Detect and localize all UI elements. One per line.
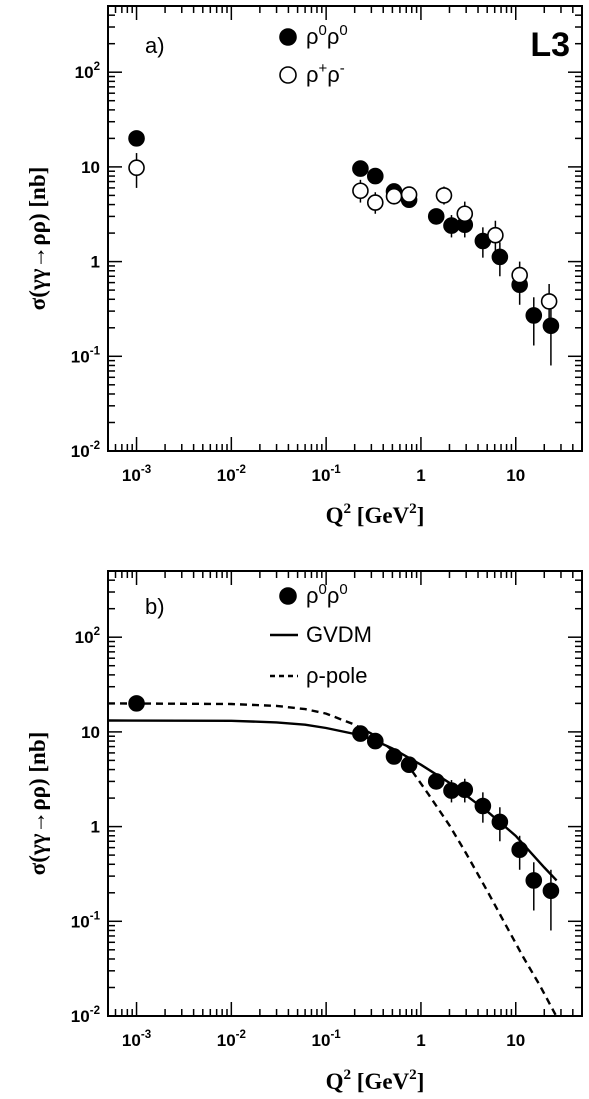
legend-marker bbox=[279, 587, 297, 605]
panel-label: b) bbox=[145, 594, 165, 619]
x-tick-label: 10 bbox=[506, 1031, 525, 1050]
data-point bbox=[400, 756, 418, 774]
legend-label: GVDM bbox=[306, 622, 372, 647]
legend-label: ρ0ρ0 bbox=[306, 22, 348, 49]
data-point bbox=[456, 205, 474, 223]
data-point bbox=[352, 182, 369, 200]
data-point bbox=[427, 208, 445, 225]
data-point bbox=[525, 872, 543, 889]
x-tick-label: 10-1 bbox=[312, 1029, 342, 1050]
data-point bbox=[352, 160, 369, 177]
data-point bbox=[511, 266, 528, 284]
data-point bbox=[525, 307, 543, 324]
x-tick-label: 10-2 bbox=[217, 464, 246, 485]
x-axis-label: Q2 [GeV2] bbox=[326, 500, 425, 528]
series-rho0rho0 bbox=[128, 130, 560, 366]
x-tick-label: 1 bbox=[416, 466, 425, 485]
data-point bbox=[128, 159, 145, 177]
panel-b: 10-3 10-2 10-1 1 10 10-2 10-1 1 10 102 Q2 [GeV2] σ(… bbox=[25, 570, 583, 1094]
panel-label: a) bbox=[145, 33, 165, 58]
y-tick-label: 102 bbox=[75, 61, 100, 82]
data-point bbox=[435, 187, 453, 204]
series-rhoplusrhominus bbox=[128, 153, 558, 324]
data-point bbox=[542, 882, 560, 900]
plot-frame bbox=[107, 570, 583, 1017]
y-tick-label: 10-1 bbox=[71, 910, 101, 931]
y-tick-label: 10-2 bbox=[71, 440, 100, 461]
legend-marker bbox=[279, 66, 297, 84]
legend-label: ρ-pole bbox=[306, 663, 367, 688]
axis-ticks bbox=[107, 5, 583, 452]
legend-label: ρ0ρ0 bbox=[306, 581, 348, 608]
y-tick-label: 1 bbox=[91, 818, 100, 837]
x-tick-label: 1 bbox=[416, 1031, 425, 1050]
y-tick-label: 10 bbox=[81, 158, 100, 177]
data-point bbox=[400, 186, 418, 203]
x-tick-label: 10 bbox=[506, 466, 525, 485]
data-point bbox=[128, 130, 145, 147]
x-tick-label: 10-3 bbox=[122, 1029, 151, 1050]
x-tick-label: 10-3 bbox=[122, 464, 151, 485]
data-point bbox=[540, 293, 558, 310]
x-axis-label: Q2 [GeV2] bbox=[326, 1066, 425, 1094]
y-tick-label: 10-1 bbox=[71, 345, 101, 366]
data-point bbox=[427, 773, 445, 790]
y-tick-label: 1 bbox=[91, 253, 100, 272]
data-point bbox=[491, 813, 509, 831]
data-point bbox=[352, 725, 369, 742]
data-point bbox=[385, 187, 403, 205]
data-point bbox=[456, 781, 474, 799]
experiment-label: L3 bbox=[530, 26, 570, 64]
data-point bbox=[511, 841, 528, 859]
x-tick-label: 10-1 bbox=[312, 464, 342, 485]
series-rho0rho0 bbox=[128, 695, 560, 931]
data-point bbox=[128, 695, 145, 712]
legend: ρ0ρ0 ρ+ρ- bbox=[279, 22, 348, 87]
data-point bbox=[542, 317, 560, 335]
x-tick-label: 10-2 bbox=[217, 1029, 246, 1050]
axis-ticks bbox=[107, 570, 583, 1017]
data-point bbox=[366, 167, 384, 185]
data-point bbox=[366, 732, 384, 750]
data-point bbox=[474, 797, 492, 815]
y-tick-label: 10 bbox=[81, 723, 100, 742]
y-tick-label: 102 bbox=[75, 626, 100, 647]
data-point bbox=[385, 748, 403, 765]
plot-frame bbox=[107, 5, 583, 452]
legend-marker bbox=[279, 28, 297, 46]
data-point bbox=[366, 194, 384, 211]
legend-label: ρ+ρ- bbox=[306, 60, 345, 87]
data-point bbox=[487, 226, 504, 244]
data-point bbox=[491, 248, 509, 266]
y-axis-label: σ(γγ→ρρ) [nb] bbox=[25, 732, 50, 876]
panel-a: 10-3 10-2 10-1 1 10 10-2 10-1 1 10 102 Q2 [GeV2] σ(… bbox=[25, 5, 583, 528]
y-tick-label: 10-2 bbox=[71, 1005, 100, 1026]
curve-rho-pole bbox=[108, 702, 558, 1016]
legend: ρ0ρ0 GVDM ρ-pole bbox=[270, 581, 372, 688]
y-axis-label: σ(γγ→ρρ) [nb] bbox=[25, 167, 50, 311]
curve-gvdm bbox=[108, 719, 558, 882]
